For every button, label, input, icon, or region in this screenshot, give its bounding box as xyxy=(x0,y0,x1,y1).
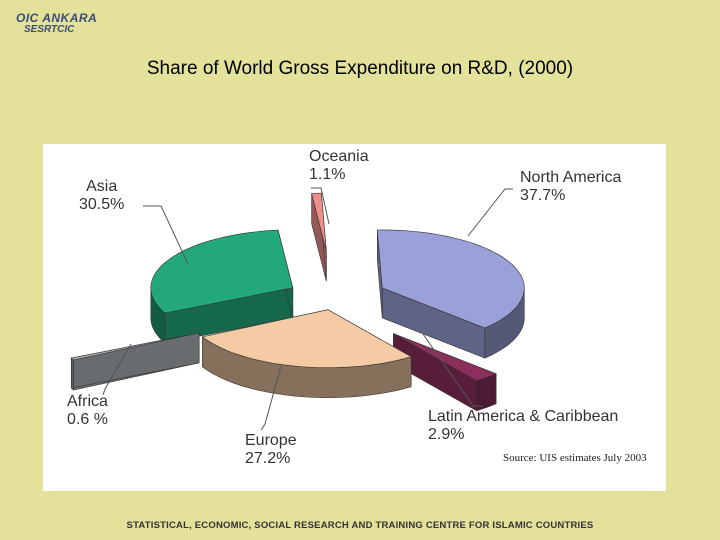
pie-slice-africa-top xyxy=(70,332,200,361)
pie-slice-africa-wall-1 xyxy=(70,332,200,389)
label-north-america-name: North America xyxy=(520,169,622,186)
label-asia: Asia 30.5% xyxy=(79,178,124,215)
label-europe-name: Europe xyxy=(245,432,297,449)
label-oceania: Oceania 1.1% xyxy=(309,148,369,185)
logo-line2: SESRTCIC xyxy=(24,23,75,35)
label-latin-america-value: 2.9% xyxy=(428,426,465,444)
pie-slice-africa xyxy=(70,332,200,391)
leader-line-africa xyxy=(102,343,132,396)
pie-slice-oceania-top xyxy=(311,192,327,252)
label-asia-value: 30.5% xyxy=(79,196,125,214)
label-africa-name: Africa xyxy=(67,393,108,410)
label-africa: Africa 0.6 % xyxy=(67,393,108,430)
source-note: Source: UIS estimates July 2003 xyxy=(503,452,647,464)
footer-text: STATISTICAL, ECONOMIC, SOCIAL RESEARCH A… xyxy=(126,520,594,531)
leader-line-europe xyxy=(260,365,282,431)
pie-slice-latin-america xyxy=(393,333,497,412)
leader-line-asia xyxy=(143,205,189,265)
label-europe-value: 27.2% xyxy=(245,450,291,468)
label-north-america: North America 37.7% xyxy=(520,169,621,206)
label-oceania-name: Oceania xyxy=(309,148,369,165)
label-europe: Europe 27.2% xyxy=(245,432,297,469)
label-latin-america: Latin America & Caribbean 2.9% xyxy=(428,408,618,445)
pie-slice-latin-america-top xyxy=(393,333,497,382)
pie-slice-oceania xyxy=(311,192,327,282)
pie-slice-north-america-top xyxy=(376,229,525,329)
label-africa-value: 0.6 % xyxy=(67,411,108,429)
label-latin-america-name: Latin America & Caribbean xyxy=(428,408,619,425)
pie-slice-africa-rim xyxy=(70,357,74,391)
pie-slice-europe xyxy=(201,309,412,399)
chart-panel: Asia 30.5% Oceania 1.1% North America 37… xyxy=(43,144,666,491)
chart-title: Share of World Gross Expenditure on R&D,… xyxy=(146,58,574,79)
label-north-america-value: 37.7% xyxy=(520,187,566,205)
leader-line-latin-america xyxy=(422,333,483,407)
pie-chart xyxy=(70,187,525,431)
pie-slice-north-america xyxy=(376,229,525,359)
logo: OIC ANKARA SESRTCIC xyxy=(16,12,97,35)
logo-line1: OIC ANKARA xyxy=(16,11,98,25)
label-asia-name: Asia xyxy=(86,178,118,195)
label-oceania-value: 1.1% xyxy=(309,166,346,184)
leader-line-north-america xyxy=(467,188,513,237)
leader-line-oceania xyxy=(311,187,330,225)
pie-slice-asia-top xyxy=(150,229,294,314)
pie-slice-asia xyxy=(150,229,294,344)
pie-slice-europe-top xyxy=(201,309,412,369)
